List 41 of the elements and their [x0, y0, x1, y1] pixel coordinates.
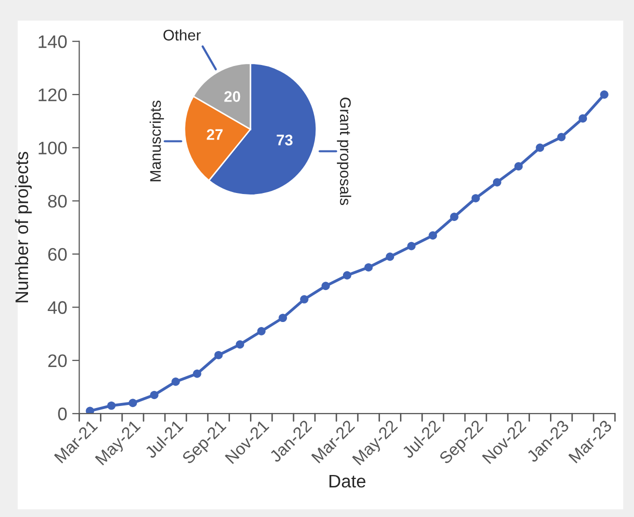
y-tick-label: 20	[48, 354, 67, 368]
x-axis-title: Date	[330, 474, 366, 488]
y-axis-title: Number of projects	[14, 152, 32, 302]
slice-label: Other	[163, 29, 201, 41]
slice-label: Manuscripts	[150, 100, 164, 182]
point	[236, 340, 244, 349]
point	[514, 162, 523, 170]
y-tick-label: 140	[38, 35, 67, 48]
point	[257, 327, 266, 336]
point	[450, 212, 458, 222]
point	[322, 282, 330, 290]
point	[600, 90, 608, 99]
point	[428, 231, 437, 240]
y-tick-label: 80	[48, 194, 67, 208]
point	[172, 378, 180, 386]
point	[578, 114, 588, 123]
point	[407, 242, 416, 250]
point	[492, 178, 502, 186]
slice-label: Grant proposals	[336, 98, 352, 206]
point	[150, 390, 158, 400]
point	[300, 295, 308, 304]
data-label: 27	[206, 129, 223, 140]
point	[536, 144, 544, 152]
point	[472, 194, 480, 202]
y-tick-label: 0	[58, 408, 67, 420]
point	[192, 370, 202, 378]
point	[128, 398, 137, 408]
point	[386, 252, 394, 261]
point	[86, 406, 94, 414]
point	[278, 314, 287, 322]
y-tick-label: 100	[38, 142, 67, 154]
point	[342, 271, 352, 280]
y-tick-label: 120	[38, 88, 67, 102]
point	[107, 401, 116, 410]
point	[364, 263, 373, 272]
data-label: 73	[276, 134, 293, 146]
y-tick-label: 60	[48, 248, 67, 261]
y-tick-label: 40	[48, 301, 67, 314]
point	[214, 350, 223, 360]
point	[557, 132, 566, 142]
data-label: 20	[224, 91, 240, 102]
